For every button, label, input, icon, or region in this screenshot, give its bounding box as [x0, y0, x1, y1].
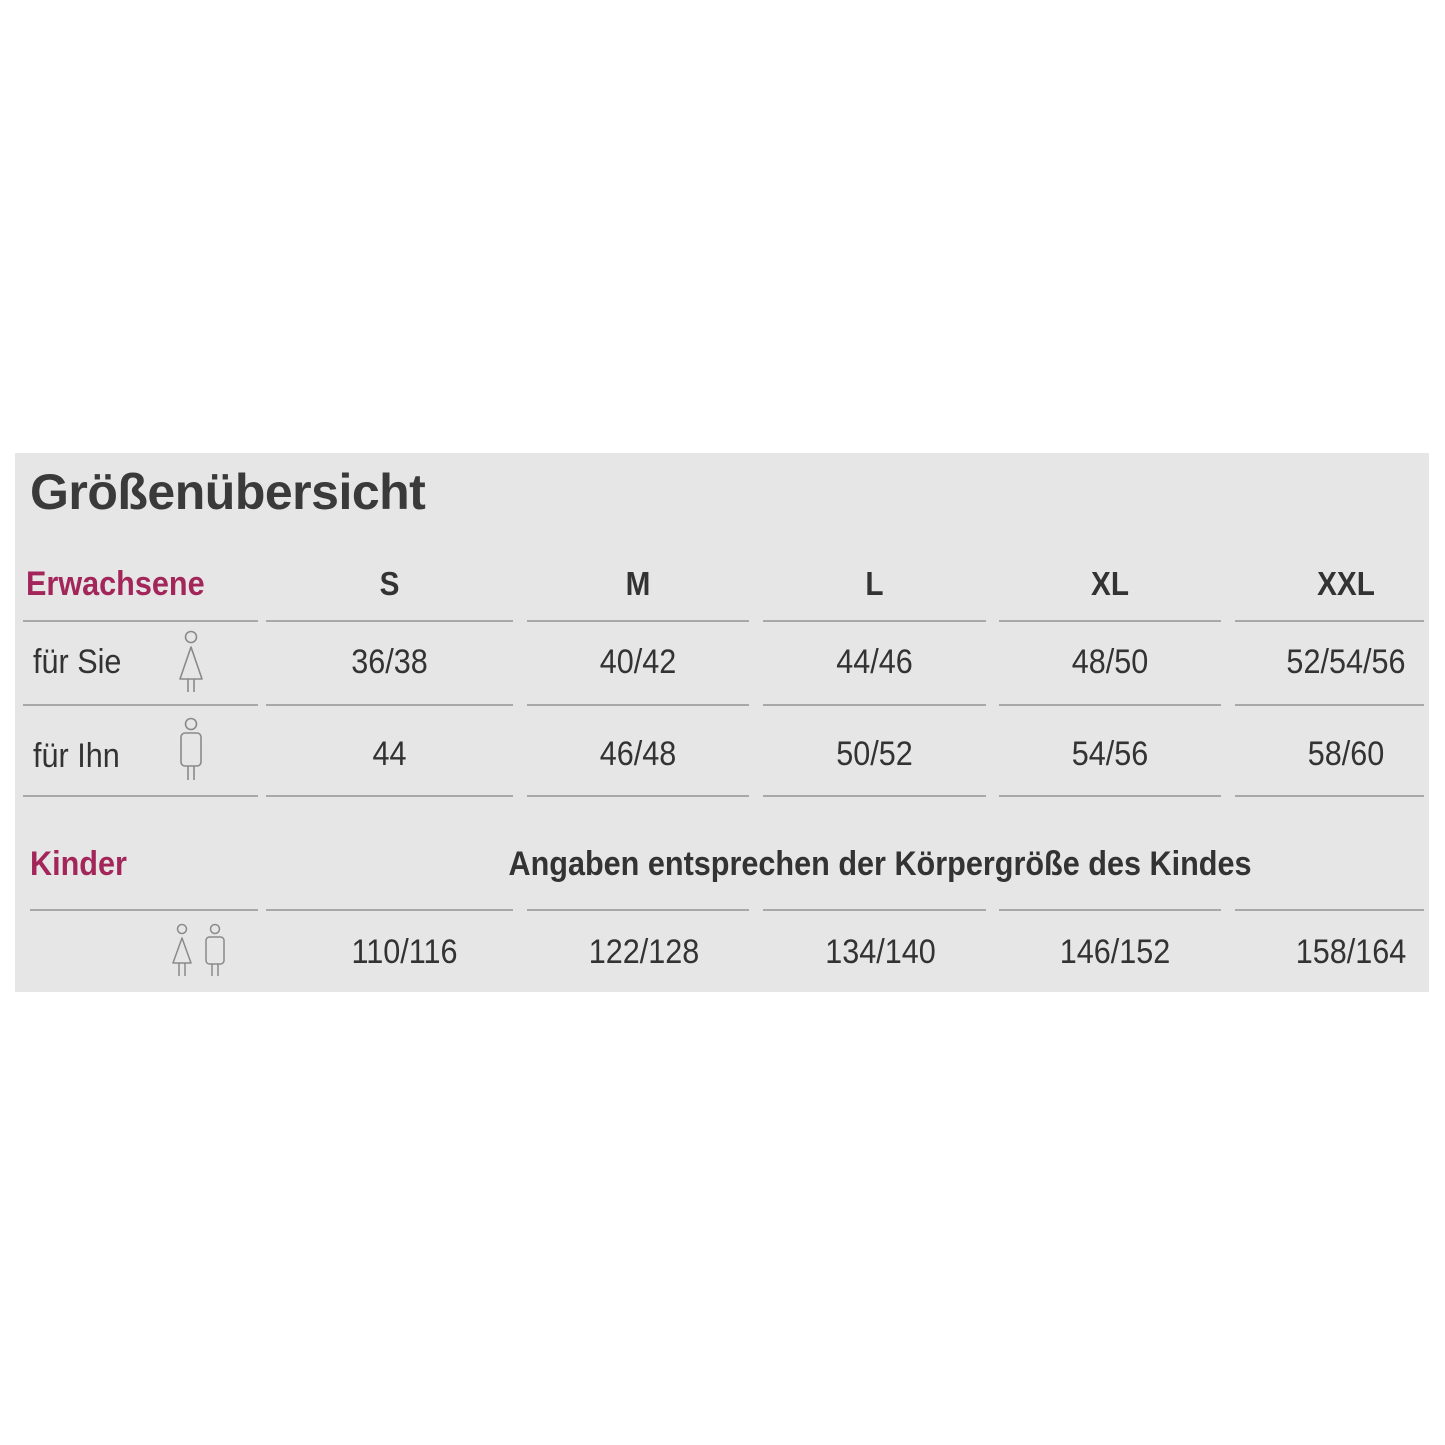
size-value: 158/164 [1295, 933, 1407, 971]
divider [23, 704, 258, 706]
size-value: 50/52 [836, 735, 913, 773]
divider [527, 909, 749, 911]
woman-icon [175, 629, 207, 697]
divider [1235, 704, 1424, 706]
size-value: 146/152 [1059, 933, 1171, 971]
children-note: Angaben entsprechen der Körpergröße des … [508, 845, 1252, 883]
row-label-for-her: für Sie [33, 643, 122, 681]
divider [999, 909, 1221, 911]
size-value: 122/128 [588, 933, 700, 971]
divider [266, 620, 513, 622]
divider [527, 704, 749, 706]
size-value: 44 [372, 735, 407, 773]
size-header-xxl: XXL [1317, 565, 1375, 602]
divider [266, 704, 513, 706]
size-header-s: S [379, 565, 400, 602]
size-value: 54/56 [1071, 735, 1149, 773]
divider [266, 795, 513, 797]
size-header-m: M [625, 565, 651, 602]
size-value: 110/116 [351, 933, 458, 971]
divider [1235, 795, 1424, 797]
man-icon [175, 716, 207, 784]
divider [763, 795, 986, 797]
divider [763, 704, 986, 706]
children-icon [168, 923, 230, 979]
size-value: 52/54/56 [1286, 643, 1406, 681]
divider [527, 795, 749, 797]
divider [23, 795, 258, 797]
size-value: 48/50 [1071, 643, 1149, 681]
divider [763, 620, 986, 622]
size-value: 40/42 [599, 643, 677, 681]
divider [1235, 620, 1424, 622]
divider [30, 909, 258, 911]
divider [999, 795, 1221, 797]
size-value: 36/38 [351, 643, 428, 681]
size-value: 58/60 [1307, 735, 1385, 773]
size-header-xl: XL [1091, 565, 1129, 602]
size-value: 44/46 [836, 643, 913, 681]
section-label-adults: Erwachsene [26, 565, 205, 603]
divider [23, 620, 258, 622]
section-label-children: Kinder [30, 845, 127, 883]
divider [1235, 909, 1424, 911]
size-chart-panel: Größenübersicht Erwachsene S M L XL XXL … [15, 453, 1429, 992]
divider [266, 909, 513, 911]
row-label-for-him: für Ihn [33, 737, 120, 775]
size-value: 134/140 [825, 933, 936, 971]
divider [763, 909, 986, 911]
divider [999, 620, 1221, 622]
page-title: Größenübersicht [30, 464, 426, 520]
divider [999, 704, 1221, 706]
divider [527, 620, 749, 622]
size-value: 46/48 [599, 735, 677, 773]
size-header-l: L [865, 565, 884, 602]
